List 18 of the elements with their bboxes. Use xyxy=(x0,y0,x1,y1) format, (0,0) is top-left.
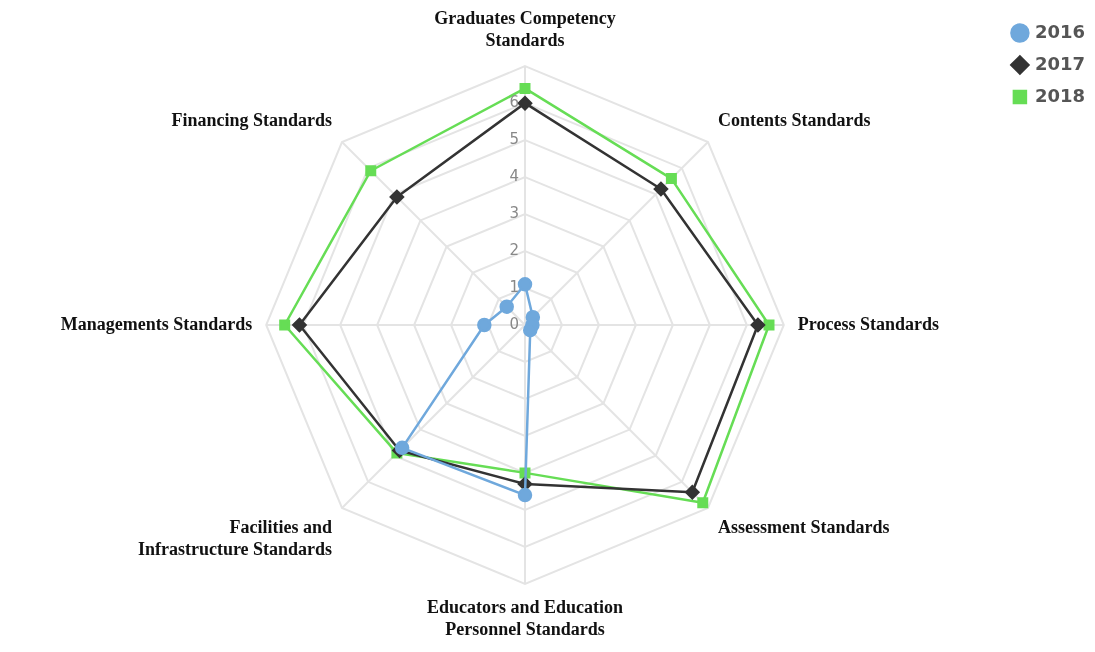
legend-label: 2017 xyxy=(1034,52,1086,74)
y-tick-label: 2 xyxy=(509,240,519,259)
y-tick-label: 4 xyxy=(509,167,519,185)
y-tick-label: 5 xyxy=(509,130,519,149)
legend-label: 2016 xyxy=(1034,20,1086,42)
spoke-label: Assessment Standards xyxy=(717,517,890,538)
spoke-label: Financing Standards xyxy=(171,109,333,130)
spoke-label: Contents Standards xyxy=(717,109,871,130)
legend-label: 2018 xyxy=(1034,84,1086,106)
y-tick-label: 3 xyxy=(509,203,519,222)
y-tick-label: 1 xyxy=(509,277,519,296)
spoke-label: Graduates Competency Standards xyxy=(434,8,616,51)
spoke-label: Educators and Education Personnel Standards xyxy=(426,597,624,639)
y-tick-label: 0 xyxy=(509,314,519,333)
spoke-label: Managements Standards xyxy=(60,313,253,334)
y-tick-label: 6 xyxy=(509,93,519,112)
spoke-label: Process Standards xyxy=(797,313,939,334)
spoke-label: Facilities and Infrastructure Standards xyxy=(137,517,333,559)
